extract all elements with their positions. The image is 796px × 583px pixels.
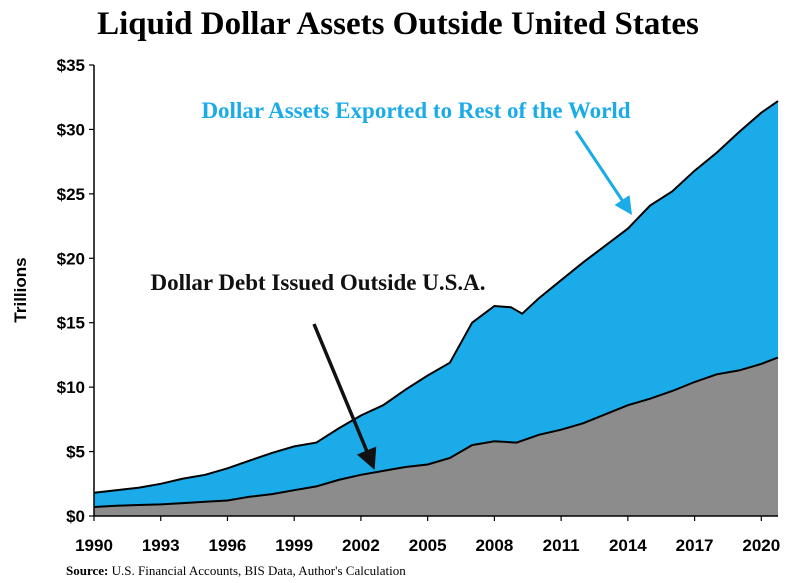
- y-tick-label: $10: [57, 378, 85, 397]
- annotation-dollar-assets: Dollar Assets Exported to Rest of the Wo…: [201, 98, 630, 123]
- arrow-dollar-assets: [574, 130, 632, 215]
- line-dollar-assets: [93, 100, 779, 494]
- x-tick-label: 2008: [475, 536, 513, 555]
- y-tick-label: $15: [57, 314, 85, 333]
- x-tick-label: 2011: [543, 536, 580, 555]
- x-tick-label: 1999: [275, 536, 313, 555]
- y-tick-label: $25: [57, 185, 85, 204]
- source-label: Source:: [66, 563, 109, 578]
- x-tick-label: 2020: [742, 536, 780, 555]
- line-dollar-debt: [93, 356, 779, 508]
- y-tick-label: $20: [57, 249, 85, 268]
- y-tick-label: $0: [66, 507, 85, 526]
- y-tick-label: $5: [66, 443, 85, 462]
- source-note: Source: U.S. Financial Accounts, BIS Dat…: [66, 563, 406, 579]
- x-tick-label: 1996: [209, 536, 247, 555]
- x-tick-label: 2017: [676, 536, 714, 555]
- x-tick-label: 1990: [75, 536, 113, 555]
- y-tick-label: $35: [57, 56, 85, 75]
- source-text: U.S. Financial Accounts, BIS Data, Autho…: [111, 563, 406, 578]
- x-tick-label: 2005: [409, 536, 447, 555]
- area-dollar-debt: [94, 357, 778, 516]
- x-tick-label: 2014: [609, 536, 647, 555]
- x-tick-label: 2002: [342, 536, 380, 555]
- y-axis-label: Trillions: [11, 257, 30, 322]
- area-dollar-assets: [94, 101, 778, 516]
- annotation-dollar-debt: Dollar Debt Issued Outside U.S.A.: [150, 270, 485, 295]
- chart-title: Liquid Dollar Assets Outside United Stat…: [97, 6, 699, 42]
- y-tick-label: $30: [57, 120, 85, 139]
- arrow-dollar-debt: [312, 323, 377, 470]
- x-tick-label: 1993: [142, 536, 180, 555]
